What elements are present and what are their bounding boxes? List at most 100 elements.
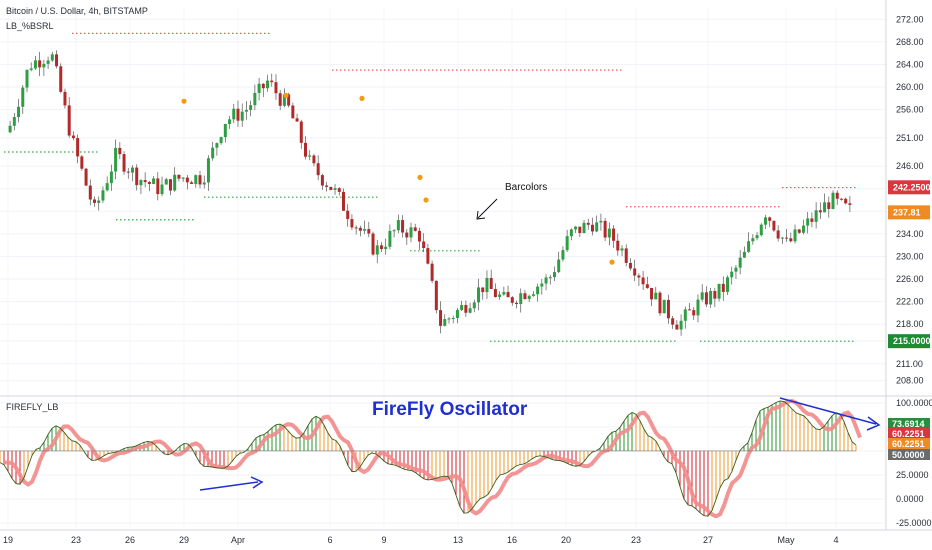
price-badge xyxy=(888,205,930,220)
candle-down xyxy=(692,310,696,316)
candle-up xyxy=(164,179,168,185)
osc-badge xyxy=(888,449,930,460)
candle-up xyxy=(599,220,603,223)
candle-down xyxy=(772,220,776,231)
osc-badge-label: 50.0000 xyxy=(892,450,925,460)
candle-up xyxy=(759,224,763,236)
candle-down xyxy=(93,199,97,203)
candle-down xyxy=(341,191,345,211)
candle-down xyxy=(122,154,126,172)
candle-down xyxy=(59,66,63,92)
candle-up xyxy=(160,184,164,195)
candle-up xyxy=(726,277,730,292)
candle-down xyxy=(168,179,172,191)
candle-down xyxy=(67,105,71,136)
candle-down xyxy=(320,175,324,186)
candle-down xyxy=(80,156,84,169)
candle-down xyxy=(118,147,122,155)
candle-up xyxy=(831,192,835,209)
candle-up xyxy=(211,147,215,159)
candle-down xyxy=(776,230,780,239)
candle-up xyxy=(29,68,33,70)
time-tick-label: 29 xyxy=(179,535,189,545)
candle-up xyxy=(109,171,113,184)
indicator-label[interactable]: LB_%BSRL xyxy=(6,21,54,31)
candle-down xyxy=(126,171,130,173)
candle-up xyxy=(33,60,37,69)
candle-down xyxy=(616,240,620,251)
candle-up xyxy=(607,228,611,238)
candle-down xyxy=(426,248,430,264)
candle-down xyxy=(316,163,320,176)
candle-up xyxy=(21,87,25,107)
candle-up xyxy=(253,92,257,106)
candle-up xyxy=(763,217,767,225)
candle-down xyxy=(768,217,772,221)
symbol-title[interactable]: Bitcoin / U.S. Dollar, 4h, BITSTAMP xyxy=(6,6,148,16)
candle-up xyxy=(244,109,248,112)
price-axis[interactable]: 272.00 268.00 264.00 260.00 256.00 251.00 246.… xyxy=(888,14,931,386)
candle-up xyxy=(700,292,704,300)
candle-down xyxy=(71,135,75,139)
candle-down xyxy=(358,227,362,231)
candle-up xyxy=(42,63,46,68)
candle-down xyxy=(337,188,341,192)
osc-badge xyxy=(888,418,930,429)
barcolor-dot xyxy=(359,95,365,101)
candle-down xyxy=(844,198,848,204)
price-badge-label: 215.0000 xyxy=(893,336,931,346)
barcolors-annotation: Barcolors xyxy=(505,182,547,193)
osc-badge-label: 60.2251 xyxy=(892,439,925,449)
candle-down xyxy=(578,226,582,234)
candle-down xyxy=(671,318,675,325)
candle-down xyxy=(346,210,350,220)
candle-up xyxy=(742,251,746,258)
candle-up xyxy=(738,257,742,268)
candle-down xyxy=(261,83,265,89)
divergence-arrow-left xyxy=(199,481,259,491)
candle-up xyxy=(139,180,143,186)
candle-down xyxy=(481,287,485,293)
candle-up xyxy=(219,137,223,144)
candle-down xyxy=(658,292,662,314)
oscillator-axis[interactable]: 100.000075.000050.000025.00000.0000-25.0… xyxy=(888,398,932,528)
candle-down xyxy=(848,203,852,205)
candle-down xyxy=(270,80,274,83)
candle-up xyxy=(232,108,236,120)
candle-up xyxy=(105,183,109,191)
candle-down xyxy=(354,227,358,229)
candle-up xyxy=(574,226,578,230)
candle-up xyxy=(333,188,337,190)
oscillator-name-label[interactable]: FIREFLY_LB xyxy=(6,402,58,412)
candle-up xyxy=(709,290,713,305)
time-tick-label: 27 xyxy=(703,535,713,545)
candle-up xyxy=(101,190,105,201)
candle-up xyxy=(527,295,531,300)
candle-up xyxy=(595,222,599,232)
candle-down xyxy=(236,108,240,121)
candle-down xyxy=(789,238,793,242)
candle-down xyxy=(329,186,333,190)
divergence-arrowhead-left xyxy=(250,476,264,489)
candle-down xyxy=(63,91,67,106)
candle-up xyxy=(561,250,565,260)
candle-up xyxy=(540,283,544,287)
candle-up xyxy=(780,237,784,239)
candle-up xyxy=(392,230,396,232)
candle-down xyxy=(177,174,181,179)
candle-down xyxy=(464,305,468,313)
candle-down xyxy=(590,224,594,232)
price-badge xyxy=(888,180,930,195)
price-tick-label: 234.00 xyxy=(896,229,924,239)
candle-down xyxy=(379,245,383,250)
candle-down xyxy=(785,237,789,239)
time-axis[interactable]: 19 23 26 29 Apr 6 9 13 16 20 23 27 May 4 xyxy=(3,535,839,545)
candle-down xyxy=(675,324,679,330)
candle-down xyxy=(291,105,295,119)
candle-down xyxy=(434,280,438,311)
candle-up xyxy=(17,106,21,118)
barcolor-dot xyxy=(417,174,423,181)
candle-up xyxy=(206,158,210,183)
